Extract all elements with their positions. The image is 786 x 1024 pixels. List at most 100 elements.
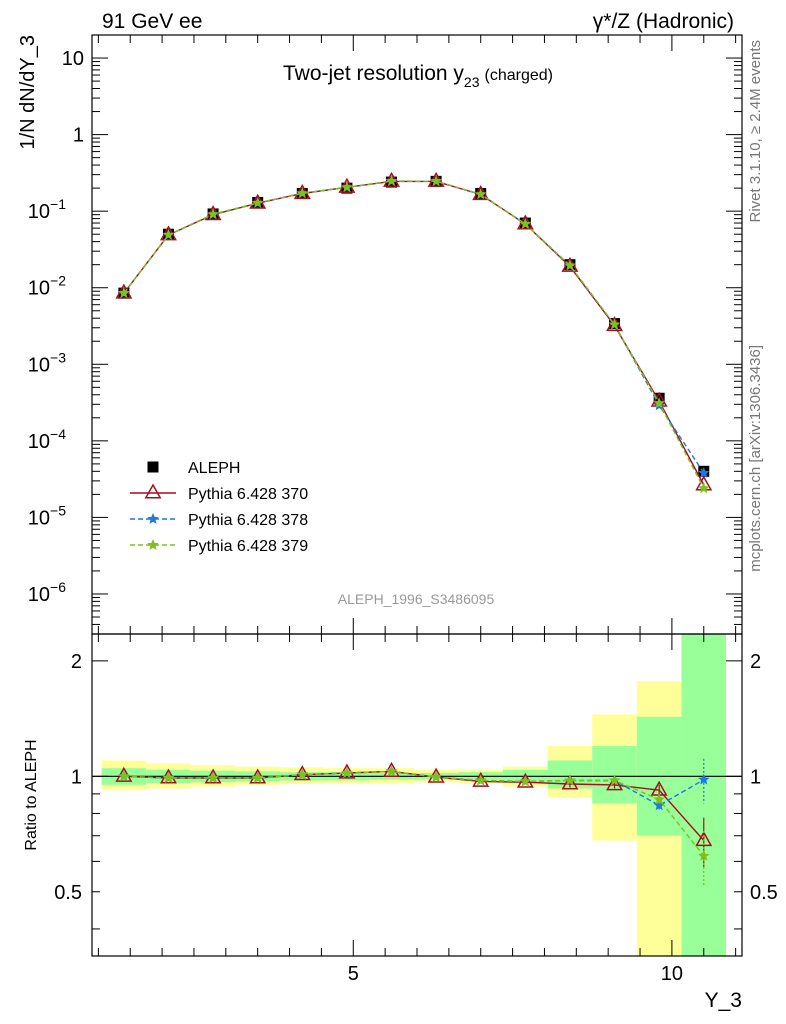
ratio-point-p379 (162, 771, 175, 783)
ratio-point-p379 (296, 768, 308, 780)
series-p378 (118, 175, 710, 478)
tick-label-exponent: −4 (50, 426, 66, 442)
chart-title-main: Two-jet resolution y (283, 62, 464, 85)
ratio-y-tick-label: 2 (71, 651, 82, 673)
ratio-y-tick-label: 1 (71, 766, 82, 788)
ratio-point-p370 (606, 775, 624, 791)
tick-label-base: 10 (28, 201, 50, 223)
data-point-p379 (296, 187, 308, 199)
x-tick-label: 10 (661, 963, 683, 985)
ratio-point-p378 (653, 799, 665, 811)
x-tick-label: 5 (348, 963, 359, 985)
legend-item-p370: Pythia 6.428 370 (130, 483, 308, 503)
series-p370 (115, 171, 713, 491)
tick-label-base: 10 (28, 278, 50, 300)
ratio-point-p370 (695, 831, 713, 847)
ratio-point-p378 (698, 773, 710, 785)
series-p379 (118, 175, 710, 494)
series-line-p370 (123, 180, 705, 486)
tick-label-exponent: −1 (50, 196, 66, 212)
ratio-point-p370 (561, 774, 579, 790)
data-point-p379 (608, 318, 621, 330)
legend-marker-aleph (147, 461, 159, 473)
tick-label-base: 10 (62, 48, 84, 70)
chart-title-suffix: (charged) (485, 67, 553, 84)
tick-label-base: 1 (73, 125, 84, 147)
mcplots-label: mcplots.cern.ch [arXiv:1306.3436] (747, 345, 764, 572)
ratio-point-p379 (430, 771, 442, 782)
legend-marker-p378 (147, 513, 159, 524)
legend-item-p379: Pythia 6.428 379 (130, 538, 308, 555)
chart-title: Two-jet resolution y23 (charged) (283, 62, 553, 90)
data-point-p379 (162, 228, 175, 240)
data-point-p379 (251, 196, 264, 208)
main-y-tick-label: 10−4 (28, 426, 66, 453)
header-right: γ*/Z (Hadronic) (593, 10, 734, 33)
legend-label-p378: Pythia 6.428 378 (188, 512, 308, 529)
data-point-p379 (519, 217, 532, 229)
ratio-y-tick-label: 0.5 (54, 882, 82, 904)
ratio-plot (92, 758, 742, 886)
x-axis-label: Y_3 (705, 989, 742, 1012)
main-y-tick-label: 10 (62, 48, 84, 70)
ratio-line-p379 (123, 770, 705, 857)
ratio-y-tick-label-right: 2 (750, 651, 761, 673)
legend-item-aleph: ALEPH (147, 460, 240, 477)
data-point-p379 (564, 259, 576, 271)
ratio-bands (101, 634, 727, 956)
data-point-p379 (475, 188, 487, 200)
ratio-point-p379 (251, 771, 264, 783)
tick-label-base: 10 (28, 431, 50, 453)
ratio-series-p379 (118, 765, 710, 886)
data-point-p379 (430, 175, 442, 187)
tick-label-exponent: −2 (50, 273, 66, 289)
legend: ALEPH Pythia 6.428 370 Pythia 6.428 378 Pyt… (130, 460, 308, 555)
series-line-p379 (123, 180, 705, 489)
data-point-p379 (653, 397, 665, 409)
data-point-p379 (341, 181, 353, 193)
ratio-point-p379 (698, 849, 710, 861)
tick-label-exponent: −5 (50, 502, 66, 518)
ratio-point-p379 (475, 774, 487, 786)
tick-label-exponent: −6 (50, 579, 66, 595)
ratio-point-p379 (608, 774, 621, 786)
ratio-point-p379 (207, 771, 219, 783)
main-y-tick-label: 10−1 (28, 196, 66, 223)
header-left: 91 GeV ee (102, 10, 202, 33)
rivet-label: Rivet 3.1.10, ≥ 2.4M events (747, 40, 764, 223)
main-y-tick-label: 10−6 (28, 579, 66, 606)
ratio-point-p379 (341, 767, 353, 778)
legend-label-p379: Pythia 6.428 379 (188, 538, 308, 555)
data-point-p379 (207, 208, 219, 220)
legend-item-p378: Pythia 6.428 378 (130, 512, 308, 529)
main-y-tick-label: 1 (73, 125, 84, 147)
ratio-point-p379 (118, 770, 130, 782)
main-ylabel: 1/N dN/dY_3 (17, 35, 39, 150)
series-aleph (118, 175, 710, 477)
ratio-y-tick-label-right: 0.5 (750, 882, 778, 904)
main-y-tick-label: 10−5 (28, 502, 66, 529)
ratio-y-tick-label-right: 1 (750, 766, 761, 788)
tick-label-exponent: −3 (50, 349, 66, 365)
data-point-p379 (118, 287, 130, 298)
legend-label-p370: Pythia 6.428 370 (188, 486, 308, 503)
main-y-tick-label: 10−2 (28, 273, 66, 300)
legend-marker-p370 (144, 483, 162, 499)
legend-label-aleph: ALEPH (188, 460, 240, 477)
watermark: ALEPH_1996_S3486095 (338, 591, 495, 607)
ratio-ylabel: Ratio to ALEPH (23, 739, 40, 850)
ratio-point-p379 (385, 765, 398, 777)
main-plot (115, 171, 713, 494)
main-y-tick-label: 10−3 (28, 349, 66, 376)
tick-label-base: 10 (28, 584, 50, 606)
tick-label-base: 10 (28, 354, 50, 376)
ratio-point-p379 (653, 793, 665, 805)
chart-title-sub: 23 (464, 74, 480, 90)
legend-marker-p379 (147, 539, 159, 550)
data-point-p379 (698, 482, 710, 494)
data-point-p378 (698, 467, 710, 478)
ratio-point-p379 (564, 774, 576, 786)
tick-label-base: 10 (28, 507, 50, 529)
